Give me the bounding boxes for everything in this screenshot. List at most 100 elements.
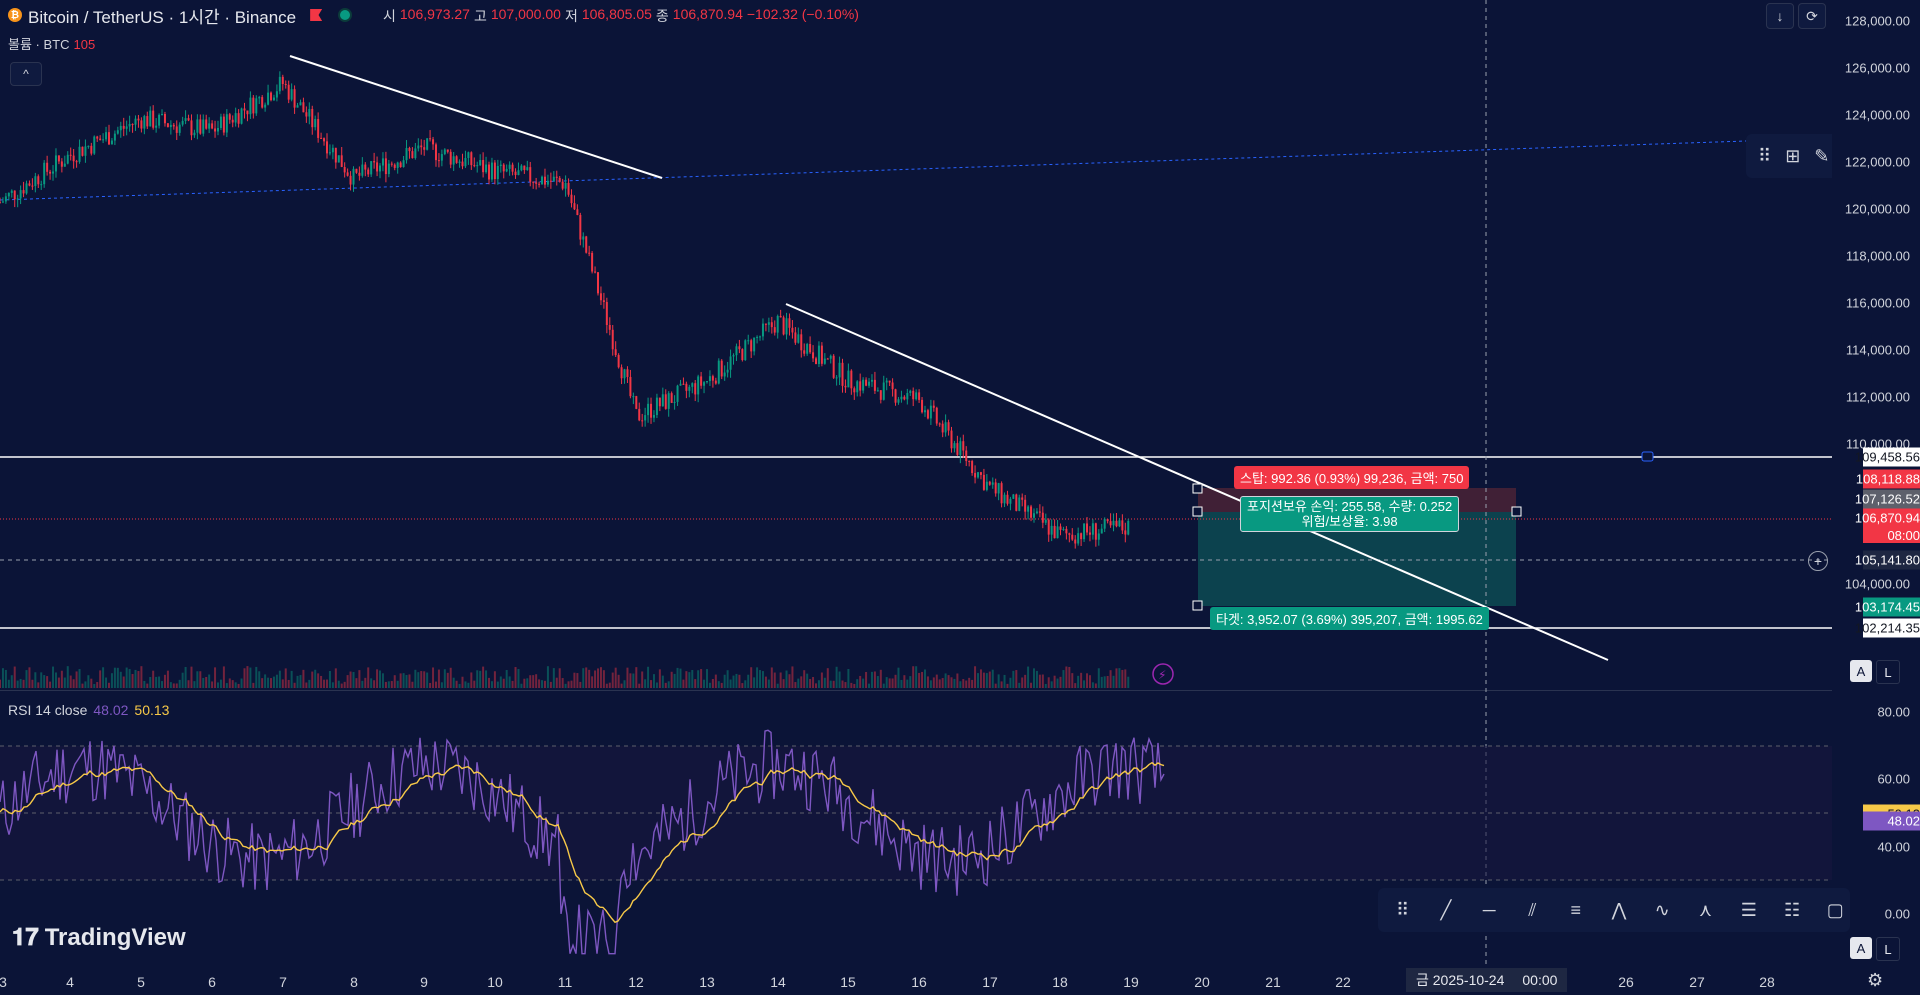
auto-scale-button[interactable]: A bbox=[1850, 660, 1872, 682]
position-handle[interactable] bbox=[1511, 506, 1522, 517]
volume-bar bbox=[791, 666, 794, 688]
download-icon[interactable]: ↓ bbox=[1766, 3, 1794, 29]
flash-icon[interactable] bbox=[1152, 663, 1174, 685]
volume-bar bbox=[573, 672, 576, 688]
symbol-title[interactable]: Bitcoin / TetherUS · 1시간 · Binance bbox=[28, 7, 297, 27]
candle bbox=[558, 177, 561, 182]
rectangle-icon[interactable]: ▢ bbox=[1826, 899, 1844, 920]
trend-line-1[interactable] bbox=[289, 55, 663, 179]
volume-bar bbox=[482, 666, 485, 688]
add-alert-icon[interactable]: + bbox=[1808, 551, 1828, 571]
horizontal-ray-icon[interactable]: ─ bbox=[1482, 899, 1496, 920]
volume-bar bbox=[691, 670, 694, 688]
candle bbox=[1062, 528, 1065, 530]
volume-bar bbox=[190, 666, 193, 688]
volume-bar bbox=[1127, 676, 1130, 688]
candle bbox=[28, 183, 31, 186]
volume-bar bbox=[1035, 670, 1038, 688]
pattern-icon[interactable]: ⋀ bbox=[1611, 899, 1627, 920]
candle bbox=[635, 396, 638, 409]
trend-line-2[interactable] bbox=[785, 303, 1609, 661]
volume-bar bbox=[46, 676, 49, 688]
time-tick: 6 bbox=[208, 974, 216, 990]
position-handle[interactable] bbox=[1192, 506, 1203, 517]
price-tick: 122,000.00 bbox=[1844, 154, 1910, 170]
flag-icon[interactable] bbox=[310, 9, 323, 21]
collapse-legend-button[interactable]: ^ bbox=[10, 62, 42, 86]
candle bbox=[205, 119, 208, 129]
candle bbox=[155, 125, 158, 128]
volume-bar bbox=[588, 669, 591, 688]
volume-bar bbox=[1100, 676, 1103, 688]
auto-scale-button[interactable]: A bbox=[1850, 937, 1872, 959]
volume-bar bbox=[570, 680, 573, 688]
candle bbox=[161, 113, 164, 115]
candle bbox=[767, 322, 770, 325]
rsi-title: RSI 14 close bbox=[8, 702, 88, 718]
volume-bar bbox=[1024, 674, 1027, 688]
ruler-icon[interactable]: ☰ bbox=[1740, 899, 1757, 920]
volume-bar bbox=[723, 674, 726, 688]
pencil-icon[interactable]: ✎ bbox=[1814, 145, 1830, 166]
candle bbox=[652, 415, 655, 418]
candlestick-series bbox=[0, 71, 1130, 549]
candle bbox=[172, 124, 175, 127]
volume-bar bbox=[582, 668, 585, 688]
candle bbox=[134, 118, 137, 125]
dashed-trend-line[interactable] bbox=[0, 140, 1747, 201]
position-handle[interactable] bbox=[1192, 600, 1203, 611]
candle bbox=[149, 110, 152, 127]
volume-bar bbox=[0, 679, 1, 688]
line-handle[interactable] bbox=[1641, 451, 1654, 462]
volume-bar bbox=[299, 675, 302, 688]
drag-handle-icon[interactable]: ⠿ bbox=[1396, 899, 1410, 920]
volume-bar bbox=[546, 666, 549, 688]
volume-bar bbox=[376, 669, 379, 688]
symbol-header[interactable]: ₿ Bitcoin / TetherUS · 1시간 · Binance bbox=[8, 4, 353, 27]
volume-bar bbox=[34, 672, 37, 688]
volume-bar bbox=[305, 682, 308, 688]
log-scale-button[interactable]: L bbox=[1876, 937, 1900, 961]
candle bbox=[953, 443, 956, 449]
volume-bar bbox=[1115, 668, 1118, 688]
drag-handle-icon[interactable]: ⠿ bbox=[1758, 145, 1772, 166]
position-handle[interactable] bbox=[1192, 483, 1203, 494]
volume-bar bbox=[644, 679, 647, 688]
template-icon[interactable]: ⊞ bbox=[1785, 145, 1801, 166]
volume-bar bbox=[629, 673, 632, 688]
candle bbox=[691, 383, 694, 387]
fib-retracement-icon[interactable]: ≡ bbox=[1570, 899, 1581, 920]
candle bbox=[994, 482, 997, 494]
volume-bar bbox=[490, 681, 493, 688]
gear-icon[interactable]: ⚙ bbox=[1867, 970, 1884, 990]
parallel-channel-icon[interactable]: ⫽ bbox=[1528, 899, 1537, 920]
volume-bar bbox=[611, 672, 614, 688]
candle bbox=[237, 113, 240, 124]
trend-line-icon[interactable]: ╱ bbox=[1440, 899, 1452, 920]
volume-bar bbox=[143, 680, 146, 688]
candle bbox=[231, 119, 234, 123]
candle bbox=[299, 102, 302, 106]
measure-icon[interactable]: ☷ bbox=[1783, 899, 1801, 920]
volume-bar bbox=[1000, 681, 1003, 688]
abc-pattern-icon[interactable]: ⋏ bbox=[1698, 899, 1713, 920]
log-scale-button[interactable]: L bbox=[1876, 660, 1900, 684]
candle bbox=[756, 336, 759, 338]
volume-bar bbox=[1047, 677, 1050, 688]
volume-bar bbox=[152, 670, 155, 688]
candle bbox=[125, 126, 128, 129]
candle bbox=[1032, 513, 1035, 518]
volume-bar bbox=[214, 667, 217, 688]
time-tick: 4 bbox=[66, 974, 74, 990]
refresh-icon[interactable]: ⟳ bbox=[1798, 3, 1826, 29]
volume-bar bbox=[505, 669, 508, 688]
candle bbox=[988, 481, 991, 485]
candle bbox=[968, 461, 971, 463]
candle bbox=[697, 376, 700, 395]
candle bbox=[216, 127, 219, 132]
volume-bar bbox=[915, 666, 918, 688]
volume-bar bbox=[891, 678, 894, 688]
volume-bar bbox=[823, 677, 826, 688]
elliott-wave-icon[interactable]: ∿ bbox=[1654, 899, 1670, 920]
